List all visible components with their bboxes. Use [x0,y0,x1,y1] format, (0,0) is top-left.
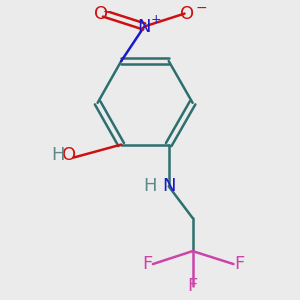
Text: F: F [234,255,244,273]
Text: O: O [94,4,108,22]
Text: F: F [142,255,152,273]
Text: N: N [137,17,151,35]
Text: O: O [180,4,194,22]
Text: N: N [162,177,175,195]
Text: H: H [143,177,157,195]
Text: +: + [151,13,162,26]
Text: −: − [195,1,207,15]
Text: H: H [51,146,64,164]
Text: F: F [188,277,198,295]
Text: O: O [62,146,76,164]
